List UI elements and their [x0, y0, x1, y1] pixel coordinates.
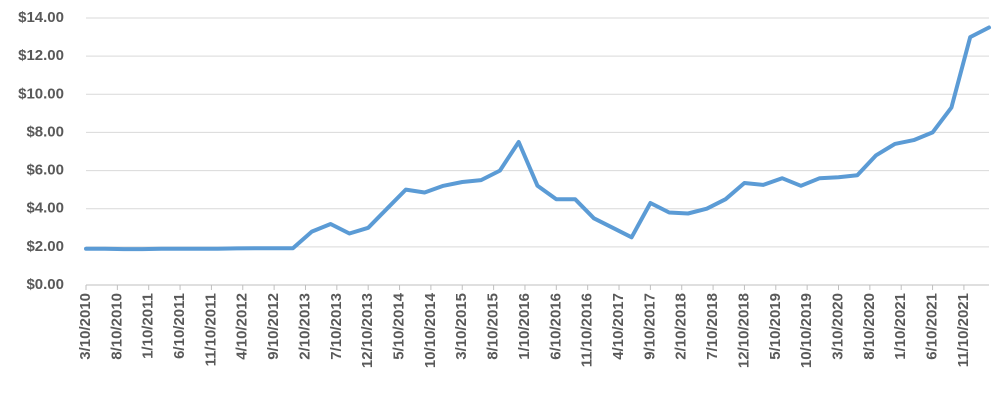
x-tick-label: 10/10/2014	[422, 292, 439, 368]
y-tick-label: $12.00	[18, 47, 64, 64]
x-tick-label: 9/10/2017	[641, 293, 658, 360]
x-tick-label: 6/10/2016	[547, 293, 564, 360]
x-tick-label: 4/10/2012	[234, 293, 251, 360]
x-tick-label: 11/10/2011	[202, 293, 219, 366]
y-tick-label: $2.00	[26, 238, 64, 255]
x-tick-label: 1/10/2016	[516, 293, 533, 360]
y-tick-label: $4.00	[26, 200, 64, 217]
x-tick-label: 8/10/2020	[861, 293, 878, 360]
x-tick-label: 11/10/2021	[955, 293, 972, 367]
x-tick-label: 8/10/2015	[485, 293, 502, 360]
x-tick-label: 6/10/2021	[924, 293, 941, 360]
x-tick-label: 4/10/2017	[610, 293, 627, 360]
x-tick-label: 7/10/2018	[704, 293, 721, 360]
x-tick-label: 2/10/2018	[673, 293, 690, 360]
y-tick-label: $0.00	[26, 276, 64, 293]
line	[84, 25, 991, 252]
x-tick-label: 1/10/2011	[140, 293, 157, 359]
x-tick-label: 8/10/2010	[108, 293, 125, 360]
x-tick-label: 7/10/2013	[328, 293, 345, 360]
y-tick-label: $14.00	[18, 9, 64, 26]
x-tick-label: 11/10/2016	[579, 293, 596, 367]
x-tick-label: 1/10/2021	[892, 293, 909, 360]
x-tick-label: 3/10/2020	[829, 293, 846, 360]
y-tick-label: $6.00	[26, 162, 64, 179]
y-tick-label: $8.00	[26, 123, 64, 140]
x-tick-label: 6/10/2011	[171, 293, 188, 359]
x-tick-label: 10/10/2019	[798, 293, 815, 368]
x-tick-label: 5/10/2019	[767, 293, 784, 360]
x-tick-label: 12/10/2018	[735, 293, 752, 368]
x-tick-label: 2/10/2013	[296, 293, 313, 360]
y-tick-label: $10.00	[18, 85, 64, 102]
x-tick-label: 9/10/2012	[265, 293, 282, 360]
x-tick-label: 3/10/2010	[77, 293, 94, 360]
x-tick-label: 3/10/2015	[453, 293, 470, 360]
x-tick-label: 12/10/2013	[359, 293, 376, 368]
x-tick-label: 5/10/2014	[391, 292, 408, 359]
